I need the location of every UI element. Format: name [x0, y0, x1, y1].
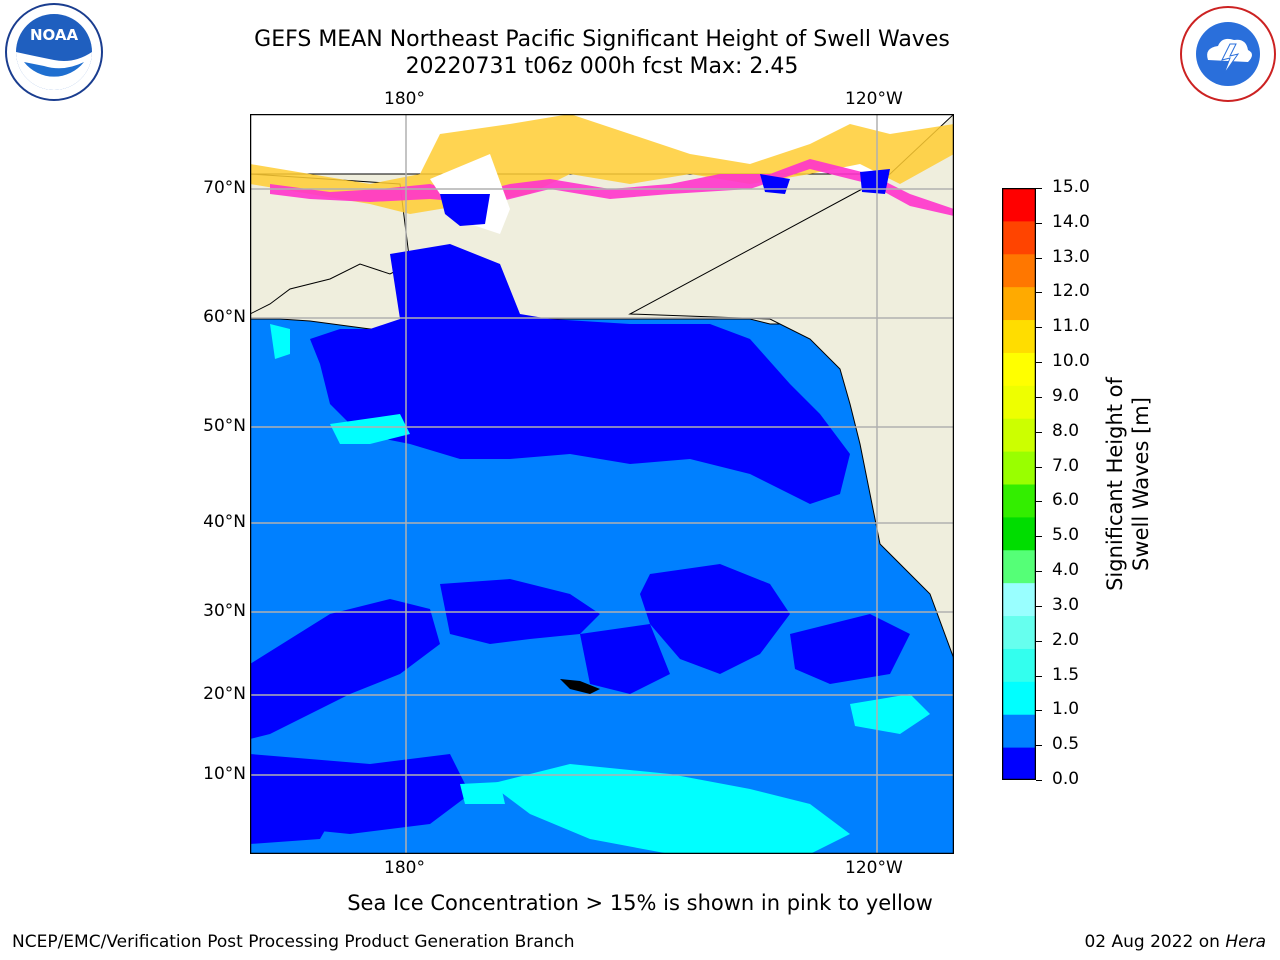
footer-branch: NCEP/EMC/Verification Post Processing Pr…: [12, 932, 575, 952]
graticule: [250, 114, 954, 854]
colorbar-tick: [1036, 362, 1042, 364]
land-siberia: [250, 173, 411, 315]
lon-label-bottom-180: 180°: [384, 858, 425, 878]
colorbar-tick-label: 5.0: [1052, 525, 1080, 546]
lon-label-top-120w: 120°W: [845, 89, 903, 109]
colorbar-tick-label: 12.0: [1052, 281, 1090, 302]
colorbar: [1002, 188, 1036, 780]
colorbar-tick-label: 11.0: [1052, 316, 1090, 337]
colorbar-band: [1002, 286, 1036, 321]
colorbar-tick: [1036, 396, 1042, 398]
lat-label-70n: 70°N: [203, 178, 246, 198]
colorbar-band: [1002, 188, 1036, 222]
colorbar-tick-label: 14.0: [1052, 211, 1090, 232]
colorbar-tick-label: 8.0: [1052, 420, 1080, 441]
colorbar-tick: [1036, 571, 1042, 573]
colorbar-band: [1002, 615, 1036, 649]
ocean-0.0-0.5-west: [250, 599, 440, 739]
colorbar-title: Significant Height of Swell Waves [m]: [1103, 377, 1153, 591]
ocean-0.0-0.5-north: [310, 244, 850, 504]
colorbar-band: [1002, 319, 1036, 353]
lat-label-20n: 20°N: [203, 684, 246, 704]
ocean-1.0-1.5-area: [330, 414, 410, 444]
noaa-logo-text: NOAA: [30, 26, 79, 44]
colorbar-tick: [1036, 745, 1042, 747]
colorbar-tick: [1036, 466, 1042, 468]
colorbar-tick: [1036, 257, 1042, 259]
lat-label-40n: 40°N: [203, 512, 246, 532]
colorbar-band: [1002, 385, 1036, 419]
map-frame: [250, 114, 954, 854]
colorbar-tick-label: 13.0: [1052, 246, 1090, 267]
lat-label-60n: 60°N: [203, 307, 246, 327]
footer-date-text: 02 Aug 2022 on: [1084, 932, 1226, 952]
colorbar-tick-label: 0.0: [1052, 769, 1080, 789]
nws-logo: [1180, 6, 1276, 102]
colorbar-tick-label: 0.5: [1052, 734, 1080, 755]
lat-label-50n: 50°N: [203, 416, 246, 436]
colorbar-tick-label: 6.0: [1052, 490, 1080, 511]
map-title: GEFS MEAN Northeast Pacific Significant …: [254, 27, 950, 52]
colorbar-band: [1002, 484, 1036, 518]
colorbar-tick-label: 2.0: [1052, 629, 1080, 650]
colorbar-band: [1002, 451, 1036, 485]
colorbar-tick-label: 15.0: [1052, 177, 1090, 197]
colorbar-tick: [1036, 710, 1042, 712]
lat-label-10n: 10°N: [203, 764, 246, 784]
colorbar-band: [1002, 549, 1036, 584]
colorbar-tick: [1036, 501, 1042, 503]
swell-height-map: [250, 114, 954, 854]
colorbar-tick: [1036, 292, 1042, 294]
colorbar-tick-label: 1.0: [1052, 699, 1080, 720]
lon-label-top-180: 180°: [384, 89, 425, 109]
colorbar-band: [1002, 681, 1036, 715]
colorbar-band: [1002, 253, 1036, 288]
colorbar-tick-label: 9.0: [1052, 385, 1080, 406]
footer-date: 02 Aug 2022 on Hera: [1084, 932, 1266, 952]
colorbar-tick-label: 7.0: [1052, 455, 1080, 476]
sea-ice-note: Sea Ice Concentration > 15% is shown in …: [347, 891, 933, 915]
colorbar-tick: [1036, 640, 1042, 642]
colorbar-band: [1002, 516, 1036, 551]
colorbar-tick: [1036, 188, 1042, 189]
lon-label-bottom-120w: 120°W: [845, 858, 903, 878]
colorbar-tick-label: 1.5: [1052, 664, 1080, 685]
colorbar-tick: [1036, 327, 1042, 329]
colorbar-band: [1002, 582, 1036, 617]
colorbar-tick: [1036, 675, 1042, 677]
noaa-logo: NOAA: [5, 3, 103, 101]
colorbar-band: [1002, 352, 1036, 386]
colorbar-band: [1002, 747, 1036, 780]
colorbar-tick-label: 4.0: [1052, 560, 1080, 581]
colorbar-tick: [1036, 222, 1042, 224]
colorbar-tick-label: 10.0: [1052, 351, 1090, 372]
colorbar-tick: [1036, 431, 1042, 433]
map-subtitle: 20220731 t06z 000h fcst Max: 2.45: [405, 54, 799, 79]
colorbar-tick: [1036, 536, 1042, 538]
colorbar-band: [1002, 648, 1036, 682]
colorbar-tick: [1036, 780, 1042, 781]
footer-host: Hera: [1225, 932, 1266, 952]
colorbar-frame: [1002, 188, 1036, 780]
colorbar-tick-label: 3.0: [1052, 594, 1080, 615]
colorbar-tick: [1036, 605, 1042, 607]
lat-label-30n: 30°N: [203, 601, 246, 621]
colorbar-band: [1002, 418, 1036, 452]
colorbar-band: [1002, 220, 1036, 255]
colorbar-band: [1002, 714, 1036, 748]
land-north-america: [628, 114, 954, 660]
